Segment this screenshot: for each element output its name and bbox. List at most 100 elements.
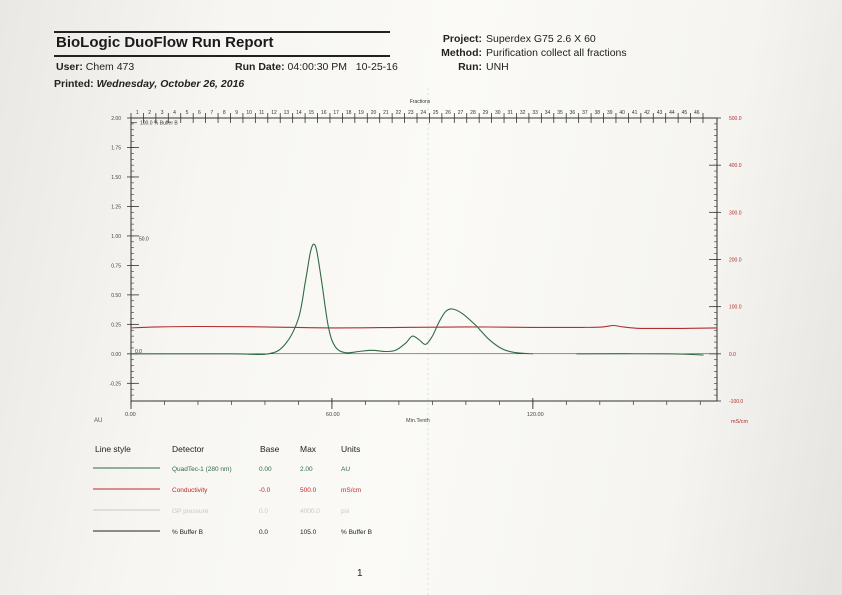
legend-max: 500.0 (300, 487, 317, 494)
legend-header-base: Base (260, 444, 280, 454)
method-line: Method: Purification collect all fraction… (426, 47, 627, 59)
project-line: Project: Superdex G75 2.6 X 60 (426, 33, 596, 45)
fraction-label: 17 (333, 110, 339, 116)
printed-label: Printed: (54, 78, 94, 90)
buffer-zero-annotation: 0.0 (135, 349, 142, 355)
fraction-label: 10 (246, 110, 252, 116)
left-tick-label: 1.00 (111, 234, 121, 240)
fraction-label: 33 (532, 110, 538, 116)
fraction-label: 14 (296, 110, 302, 116)
legend-units: mS/cm (341, 487, 361, 494)
fraction-label: 34 (545, 110, 551, 116)
x-tick-label: 60.00 (326, 412, 340, 418)
fraction-label: 5 (186, 110, 189, 116)
left-tick-label: 0.25 (111, 322, 121, 328)
fraction-label: 41 (632, 110, 638, 116)
fraction-label: 27 (458, 110, 464, 116)
legend-header-style: Line style (95, 444, 131, 454)
fraction-label: 15 (309, 110, 315, 116)
legend-header-units: Units (341, 444, 360, 454)
chart-labels: -0.25 0.00 0.25 0.50 0.75 1.00 1.25 1.50 1.75 2.0… (94, 99, 749, 536)
legend-units: psi (341, 508, 349, 515)
legend-header-max: Max (300, 444, 317, 454)
fraction-label: 35 (557, 110, 563, 116)
conductivity-line (130, 324, 718, 330)
fraction-label: 42 (644, 110, 650, 116)
legend-units: AU (341, 466, 350, 473)
fraction-label: 38 (595, 110, 601, 116)
fraction-label: 24 (420, 110, 426, 116)
report-title: BioLogic DuoFlow Run Report (56, 34, 274, 51)
right-axis-unit: mS/cm (731, 419, 749, 425)
run-value: UNH (486, 61, 509, 73)
fraction-label: 16 (321, 110, 327, 116)
fraction-label: 32 (520, 110, 526, 116)
absorbance-line (130, 243, 533, 356)
printed-line: Printed: Wednesday, October 26, 2016 (54, 78, 244, 90)
fraction-label: 8 (223, 110, 226, 116)
fraction-label: 43 (657, 110, 663, 116)
method-label: Method: (441, 47, 482, 59)
fraction-label: 11 (259, 110, 264, 116)
fraction-label: 31 (507, 110, 513, 116)
user-line: User: Chem 473 (56, 61, 134, 73)
buffer-top-annotation: 100.0 % Buffer B (140, 121, 178, 127)
fraction-label: 36 (570, 110, 576, 116)
fraction-label: 20 (371, 110, 377, 116)
fraction-label: 46 (694, 110, 700, 116)
legend-base: 0.0 (259, 529, 268, 536)
right-tick-label: 300.0 (729, 210, 742, 216)
fraction-label: 44 (669, 110, 675, 116)
fraction-label: 19 (358, 110, 364, 116)
fraction-label: 29 (483, 110, 489, 116)
fraction-label: 37 (582, 110, 588, 116)
fraction-label: 21 (383, 110, 389, 116)
fractions-title: Fractions (410, 99, 431, 105)
left-tick-label: 0.75 (111, 263, 121, 269)
method-value: Purification collect all fractions (486, 47, 627, 59)
left-axis-unit: AU (94, 418, 102, 424)
fraction-label: 3 (161, 110, 164, 116)
right-tick-label: 200.0 (729, 258, 742, 264)
chart-series (130, 243, 718, 356)
legend-max: 2.00 (300, 466, 313, 473)
run-date-line: Run Date: 04:00:30 PM 10-25-16 (235, 61, 398, 73)
legend-base: 0.00 (259, 466, 272, 473)
project-label: Project: (442, 33, 482, 45)
fraction-label: 4 (173, 110, 176, 116)
x-tick-label: 120.00 (527, 412, 544, 418)
fraction-label: 13 (284, 110, 290, 116)
right-tick-label: 100.0 (729, 305, 742, 311)
user-label: User: (56, 61, 83, 73)
chart-axes (93, 88, 721, 595)
x-tick-label: 0.00 (125, 412, 136, 418)
right-tick-label: 400.0 (729, 163, 742, 169)
left-tick-label: -0.25 (110, 381, 122, 387)
fraction-label: 23 (408, 110, 414, 116)
right-tick-label: 500.0 (729, 116, 742, 122)
run-date-value: 04:00:30 PM 10-25-16 (287, 61, 398, 73)
legend-base: 0.0 (259, 508, 268, 515)
left-tick-label: 0.00 (111, 352, 121, 358)
legend-max: 4000.0 (300, 508, 320, 515)
legend-detector: % Buffer B (172, 529, 203, 536)
left-tick-label: 0.50 (111, 293, 121, 299)
legend-header-detector: Detector (172, 444, 204, 454)
fraction-label: 7 (210, 110, 213, 116)
right-tick-label: 0.0 (729, 352, 736, 358)
run-line: Run: UNH (426, 61, 509, 73)
right-tick-label: -100.0 (729, 399, 743, 405)
absorbance-tail-line (576, 353, 704, 356)
title-rule-top (54, 31, 390, 33)
legend-detector: GP pressure (172, 508, 209, 515)
fraction-label: 30 (495, 110, 501, 116)
fraction-label: 25 (433, 110, 439, 116)
buffer-mid-annotation: 50.0 (139, 236, 149, 242)
fraction-label: 1 (136, 110, 139, 116)
legend-detector: QuadTec-1 (280 nm) (172, 466, 232, 473)
fraction-label: 28 (470, 110, 476, 116)
left-tick-label: 1.50 (111, 175, 121, 181)
legend-base: -0.0 (259, 487, 271, 494)
fraction-label: 9 (235, 110, 238, 116)
